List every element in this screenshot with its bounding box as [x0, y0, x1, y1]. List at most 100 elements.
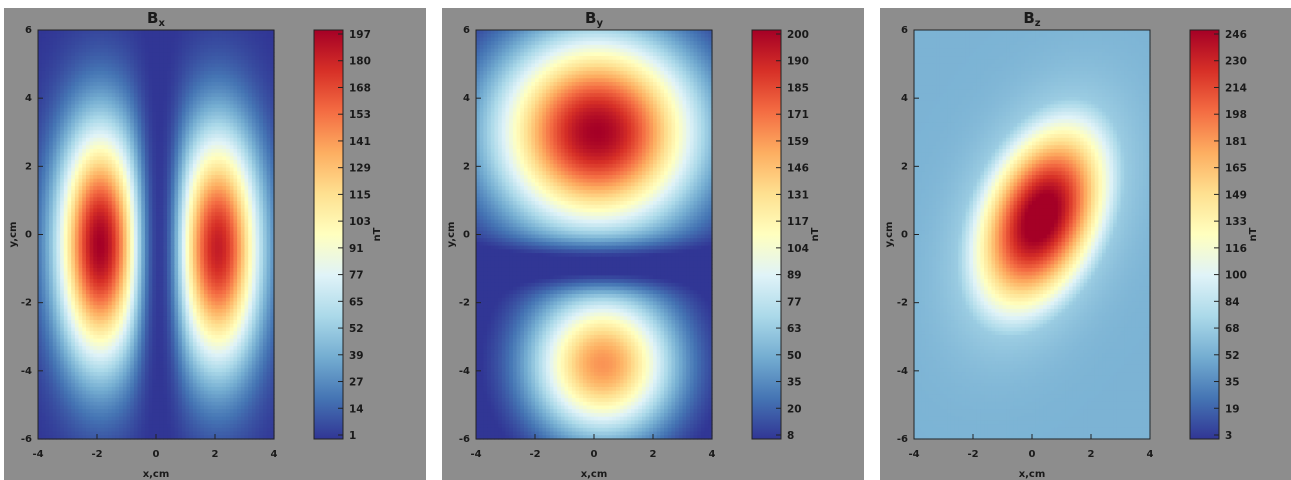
bx-ytick-label: 0 — [25, 230, 32, 241]
by-ytick-label: -6 — [459, 434, 470, 445]
bz-ytick-label: 2 — [901, 161, 908, 172]
by-colorbar-tick-label: 77 — [787, 296, 802, 308]
by-ytick-label: 6 — [463, 25, 470, 36]
bz-colorbar-tick-label: 3 — [1225, 430, 1232, 442]
bz-colorbar-tick-label: 35 — [1225, 377, 1240, 389]
bz-ytick-label: 4 — [901, 93, 908, 104]
by-colorbar-tick-label: 8 — [787, 430, 794, 442]
bx-xtick-label: -2 — [91, 449, 102, 460]
bx-xtick-label: 4 — [271, 449, 278, 460]
bz-ytick-label: -2 — [897, 298, 908, 309]
by-colorbar-tick-label: 117 — [787, 216, 809, 228]
bz-ytick-label: 0 — [901, 230, 908, 241]
bx-colorbar-tick-label: 129 — [349, 163, 371, 175]
by-heatmap-cells — [476, 30, 713, 440]
by-colorbar-tick-label: 63 — [787, 323, 802, 335]
by-colorbar-tick-label: 146 — [787, 163, 809, 175]
bz-colorbar-tick-label: 84 — [1225, 296, 1240, 308]
bz-colorbar-tick-label: 246 — [1225, 29, 1247, 41]
bz-ytick-label: 6 — [901, 25, 908, 36]
by-ytick-label: 0 — [463, 230, 470, 241]
bx-title-subscript: x — [158, 18, 165, 29]
bx-colorbar — [313, 29, 344, 440]
bx-ytick-label: 4 — [25, 93, 32, 104]
by-colorbar-tick-label: 35 — [787, 377, 802, 389]
by-x-axis-label: x,cm — [581, 469, 608, 480]
by-colorbar-tick-label: 159 — [787, 136, 809, 148]
by-ytick-label: 2 — [463, 161, 470, 172]
panel-bz-svg: Bz-4 -2 0 2 4-6-4-20246x,cmy,cm2462302141981… — [884, 9, 1259, 480]
bx-colorbar-tick-label: 115 — [349, 189, 371, 201]
by-title-subscript: y — [596, 18, 603, 29]
bx-colorbar-tick-label: 39 — [349, 350, 364, 362]
bx-colorbar-tick-label: 52 — [349, 323, 364, 335]
bx-colorbar-tick-label: 103 — [349, 216, 371, 228]
bx-colorbar-tick-label: 1 — [349, 430, 356, 442]
by-y-axis-label: y,cm — [446, 222, 457, 248]
by-xtick-label: 2 — [650, 449, 657, 460]
bz-xtick-label: 4 — [1147, 449, 1154, 460]
bx-ytick-label: 6 — [25, 25, 32, 36]
by-colorbar-tick-label: 171 — [787, 109, 809, 121]
bz-colorbar-tick-label: 52 — [1225, 350, 1240, 362]
bx-xtick-label: 2 — [212, 449, 219, 460]
by-xtick-label: -2 — [529, 449, 540, 460]
bx-colorbar-unit-label: nT — [372, 227, 383, 241]
bz-heatmap-cells — [914, 30, 1151, 440]
panel-by-svg: By-4 -2 0 2 4-6-4-20246x,cmy,cm2001901851711… — [446, 9, 821, 480]
by-ytick-label: -2 — [459, 298, 470, 309]
bz-colorbar-tick-label: 149 — [1225, 189, 1247, 201]
bz-title: Bz — [1023, 9, 1040, 29]
bz-colorbar-tick-label: 133 — [1225, 216, 1247, 228]
panel-bx: Bx -4 -2 0 2 4 -6 -4 -2 0 2 4 6 x,cm y,cm 197 180 168 153 1… — [4, 8, 426, 480]
bz-xtick-label: 2 — [1088, 449, 1095, 460]
by-xtick-label: 0 — [591, 449, 598, 460]
bx-x-axis-label: x,cm — [143, 469, 170, 480]
by-colorbar-tick-label: 190 — [787, 56, 809, 68]
panel-by: By -4 -2 0 2 4 -6 -4 -2 0 2 4 6 x,cm y,cm 200 190 185 171 1… — [442, 8, 864, 480]
bx-y-axis-label: y,cm — [8, 222, 19, 248]
panel-bx-svg: Bx-4 -2 0 2 4-6-4-20246x,cmy,cm1971801681531… — [8, 9, 383, 480]
bx-colorbar-tick-label: 27 — [349, 377, 364, 389]
bz-colorbar-tick-label: 181 — [1225, 136, 1247, 148]
bx-colorbar-tick-label: 91 — [349, 243, 364, 255]
bz-ytick-label: -4 — [897, 366, 908, 377]
bx-ytick-label: -4 — [21, 366, 32, 377]
bz-colorbar-tick-label: 198 — [1225, 109, 1247, 121]
bz-ytick-label: -6 — [897, 434, 908, 445]
bx-colorbar-tick-label: 153 — [349, 109, 371, 121]
by-colorbar-tick-label: 131 — [787, 189, 809, 201]
by-colorbar-tick-label: 20 — [787, 403, 802, 415]
by-xtick-label: 4 — [709, 449, 716, 460]
bx-colorbar-tick-label: 65 — [349, 296, 364, 308]
bz-colorbar-tick-label: 214 — [1225, 82, 1247, 94]
bx-title: Bx — [147, 9, 165, 29]
bx-ytick-label: 2 — [25, 161, 32, 172]
by-colorbar-tick-label: 89 — [787, 270, 802, 282]
by-colorbar-tick-label: 104 — [787, 243, 809, 255]
bx-colorbar-tick-label: 77 — [349, 270, 364, 282]
by-colorbar-tick-label: 50 — [787, 350, 802, 362]
bz-colorbar-unit-label: nT — [1248, 227, 1259, 241]
bx-xtick-label: -4 — [32, 449, 43, 460]
by-colorbar-tick-label: 200 — [787, 29, 809, 41]
bz-colorbar-tick-label: 230 — [1225, 56, 1247, 68]
by-colorbar-tick-label: 185 — [787, 82, 809, 94]
bz-colorbar-tick-label: 19 — [1225, 403, 1240, 415]
bz-xtick-label: -4 — [908, 449, 919, 460]
bz-colorbar — [1189, 29, 1220, 440]
by-colorbar-unit-label: nT — [810, 227, 821, 241]
bz-colorbar-tick-label: 68 — [1225, 323, 1240, 335]
by-colorbar — [751, 29, 782, 440]
panel-bz: Bz -4 -2 0 2 4 -6 -4 -2 0 2 4 6 x,cm y,cm 246 230 214 198 1… — [880, 8, 1291, 480]
bz-x-axis-label: x,cm — [1019, 469, 1046, 480]
bz-xtick-label: 0 — [1029, 449, 1036, 460]
bz-colorbar-tick-label: 165 — [1225, 163, 1247, 175]
bz-title-subscript: z — [1035, 18, 1041, 29]
bx-colorbar-tick-label: 14 — [349, 403, 364, 415]
bz-xtick-label: -2 — [967, 449, 978, 460]
by-ytick-label: 4 — [463, 93, 470, 104]
bx-colorbar-tick-label: 197 — [349, 29, 371, 41]
bz-colorbar-tick-label: 116 — [1225, 243, 1247, 255]
